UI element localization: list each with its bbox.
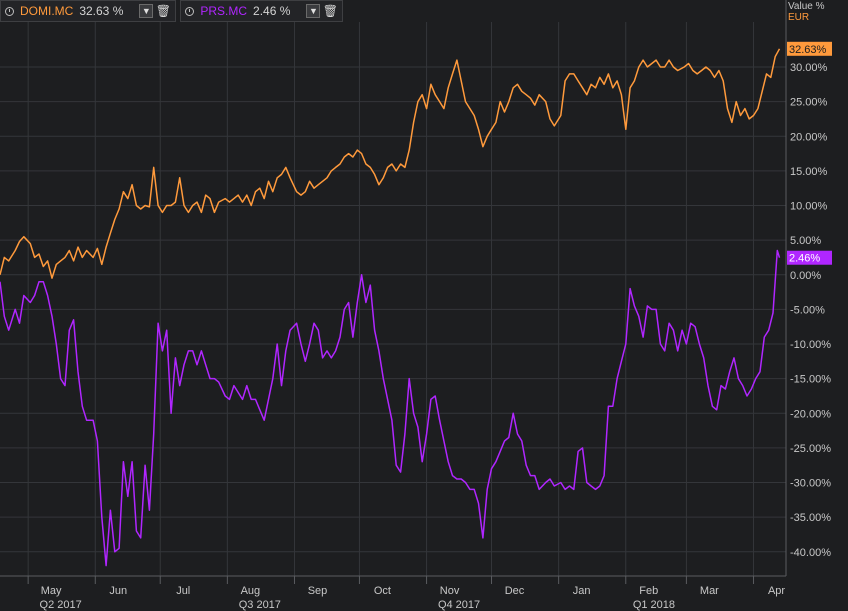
- x-tick-label-month: Mar: [700, 585, 719, 597]
- y-tick-label: -10.00%: [790, 339, 831, 351]
- x-tick-label-quarter: Q3 2017: [239, 599, 281, 611]
- y-tick-label: -25.00%: [790, 443, 831, 455]
- clock-icon: [185, 6, 195, 16]
- x-tick-label-month: Nov: [440, 585, 460, 597]
- legend-series-name: PRS.MC: [200, 4, 248, 18]
- y-tick-label: -5.00%: [790, 304, 825, 316]
- x-tick-label-month: Apr: [768, 585, 785, 597]
- legend-bar: DOMI.MC 32.63 % ▼ 🗑 PRS.MC 2.46 % ▼ 🗑: [0, 0, 344, 22]
- legend-series-name: DOMI.MC: [20, 4, 74, 18]
- y-tick-label: 25.00%: [790, 97, 828, 109]
- x-tick-label-quarter: Q2 2017: [40, 599, 82, 611]
- last-value-label: 2.46%: [789, 253, 820, 265]
- y-tick-label: 20.00%: [790, 131, 828, 143]
- series-line-domi-mc: [0, 48, 781, 279]
- y-tick-label: -20.00%: [790, 408, 831, 420]
- y-axis-header: Value %: [788, 1, 825, 12]
- legend-series-value: 2.46 %: [253, 4, 291, 18]
- x-tick-label-month: Sep: [308, 585, 328, 597]
- y-tick-label: -15.00%: [790, 374, 831, 386]
- x-tick-label-month: Dec: [505, 585, 525, 597]
- x-tick-label-month: Jun: [109, 585, 127, 597]
- x-tick-label-month: May: [41, 585, 62, 597]
- chevron-down-icon[interactable]: ▼: [306, 4, 321, 18]
- x-tick-label-quarter: Q4 2017: [438, 599, 480, 611]
- legend-chip-prs[interactable]: PRS.MC 2.46 % ▼ 🗑: [180, 0, 344, 22]
- last-value-badge: [787, 41, 832, 56]
- y-tick-label: -40.00%: [790, 547, 831, 559]
- legend-chip-domi[interactable]: DOMI.MC 32.63 % ▼ 🗑: [0, 0, 177, 22]
- x-tick-label-month: Jul: [176, 585, 190, 597]
- y-tick-label: 10.00%: [790, 201, 828, 213]
- y-tick-label: 30.00%: [790, 62, 828, 74]
- last-value-badge: [787, 250, 832, 265]
- y-tick-label: 5.00%: [790, 235, 821, 247]
- clock-icon: [5, 6, 14, 16]
- y-tick-label: -35.00%: [790, 512, 831, 524]
- x-tick-label-month: Oct: [374, 585, 391, 597]
- legend-series-value: 32.63 %: [79, 4, 124, 18]
- series-line-prs-mc: [0, 249, 781, 567]
- trash-icon[interactable]: 🗑: [155, 4, 171, 18]
- y-axis-unit: EUR: [788, 12, 809, 23]
- x-tick-label-month: Aug: [241, 585, 261, 597]
- trash-icon[interactable]: 🗑: [322, 4, 339, 18]
- last-value-label: 32.63%: [789, 44, 827, 56]
- x-tick-label-month: Feb: [639, 585, 658, 597]
- y-tick-label: 15.00%: [790, 166, 828, 178]
- chevron-down-icon[interactable]: ▼: [139, 4, 154, 18]
- y-tick-label: -30.00%: [790, 478, 831, 490]
- x-tick-label-quarter: Q1 2018: [633, 599, 675, 611]
- x-tick-label-month: Jan: [573, 585, 591, 597]
- y-tick-label: 0.00%: [790, 270, 821, 282]
